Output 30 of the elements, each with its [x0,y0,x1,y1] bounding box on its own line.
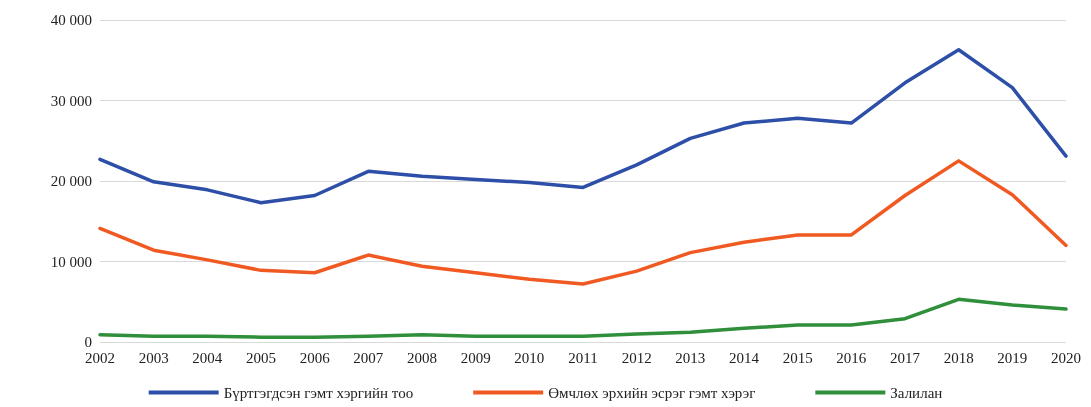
legend-label: Бүртгэгдсэн гэмт хэргийн тоо [223,384,414,401]
x-tick-label: 2020 [1051,349,1081,366]
line-series [98,297,1068,339]
x-tick-label: 2002 [85,349,115,366]
x-tick-label: 2010 [514,349,545,366]
y-tick-label: 20 000 [50,173,92,189]
y-tick-label: 40 000 [50,12,92,28]
x-tick-label: 2018 [943,349,974,366]
line-series [98,48,1068,205]
y-tick-label: 30 000 [50,92,92,109]
x-tick-label: 2012 [621,349,652,366]
x-tick-label: 2007 [353,349,384,366]
x-tick-label: 2005 [246,349,276,366]
x-tick-label: 2015 [782,349,813,366]
line-series [98,159,1068,286]
x-tick-label: 2006 [299,349,331,366]
y-tick-label: 0 [84,334,92,350]
x-tick-label: 2017 [890,349,921,366]
x-tick-label: 2013 [675,349,706,366]
x-tick-label: 2016 [836,349,867,366]
x-tick-label: 2004 [192,349,223,366]
x-tick-label: 2008 [407,349,437,366]
x-tick-label: 2011 [568,349,598,366]
x-tick-label: 2014 [729,349,760,366]
legend-label: Өмчлөх эрхийн эсрэг гэмт хэрэг [548,384,756,401]
y-tick-label: 10 000 [50,253,92,270]
x-tick-label: 2009 [460,349,491,366]
x-tick-label: 2019 [997,349,1028,366]
x-tick-label: 2003 [138,349,169,366]
legend-label: Залилан [890,384,943,401]
